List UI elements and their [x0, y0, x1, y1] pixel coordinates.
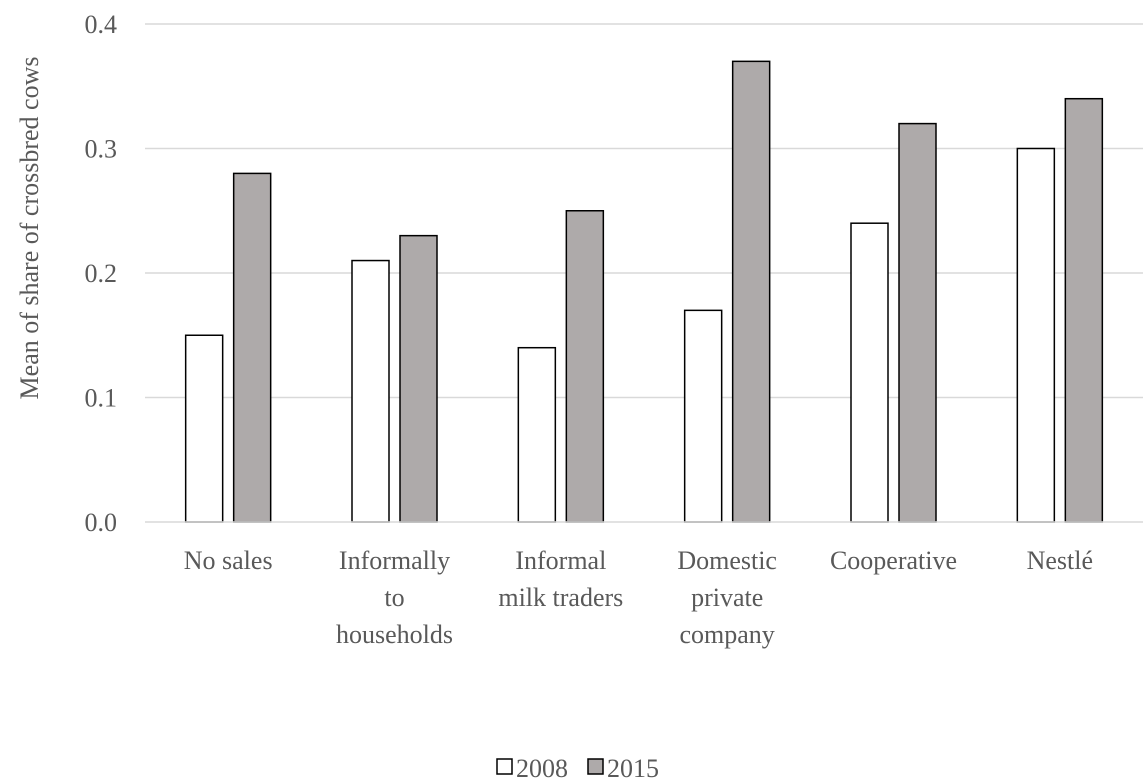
bar-2015-3: [731, 60, 771, 523]
y-tick-label: 0.3: [85, 135, 118, 164]
y-tick-label: 0.2: [85, 259, 118, 288]
x-tick-label: Informal: [515, 546, 606, 575]
x-tick-label: milk traders: [498, 583, 623, 612]
x-tick-label: households: [336, 620, 453, 649]
legend-label-2015: 2015: [607, 754, 659, 782]
legend: 2008 2015: [496, 754, 659, 782]
gridlines: [145, 23, 1143, 399]
x-tick-label: Cooperative: [830, 546, 957, 575]
y-tick-label: 0.4: [85, 10, 118, 39]
bar-2008-1: [351, 259, 390, 523]
bar-2008-4: [850, 222, 889, 523]
legend-swatch-2008: [496, 758, 513, 775]
bar-2015-2: [565, 210, 605, 523]
bar-2015-5: [1064, 97, 1104, 523]
x-tick-label: No sales: [184, 546, 273, 575]
y-axis-ticks: 0.0 0.1 0.2 0.3 0.4: [85, 10, 118, 537]
bar-2015-1: [399, 234, 438, 523]
x-tick-label: company: [680, 620, 775, 649]
x-tick-label: Informally: [339, 546, 450, 575]
y-tick-label: 0.1: [85, 384, 118, 413]
x-tick-label: private: [691, 583, 763, 612]
y-axis-label: Mean of share of crossbred cows: [15, 57, 44, 400]
bar-2008-0: [184, 334, 224, 523]
x-axis-ticks: No sales Informally to households Informal mi…: [184, 546, 1093, 649]
legend-label-2008: 2008: [516, 754, 568, 782]
bar-2008-2: [517, 346, 557, 523]
bar-2008-3: [683, 309, 723, 523]
y-tick-label: 0.0: [85, 508, 118, 537]
legend-swatch-2015: [587, 758, 604, 775]
x-tick-label: Domestic: [677, 546, 777, 575]
bar-2015-0: [232, 172, 272, 523]
bar-2015-4: [898, 122, 937, 523]
x-tick-label: to: [384, 583, 404, 612]
bar-2008-5: [1016, 147, 1056, 523]
bars: [184, 60, 1104, 523]
x-tick-label: Nestlé: [1027, 546, 1093, 575]
